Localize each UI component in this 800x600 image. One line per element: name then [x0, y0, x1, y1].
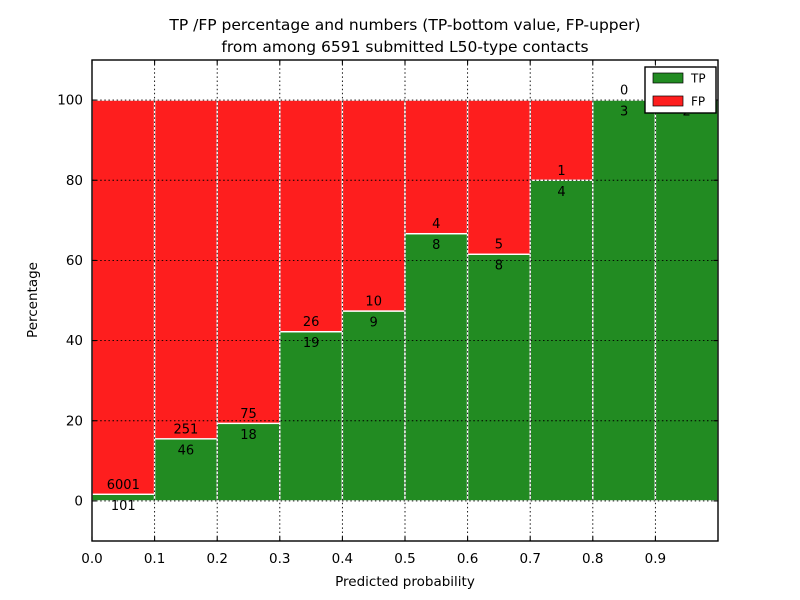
fp-count-label-0: 6001: [107, 478, 140, 493]
fp-bar-5: [404, 99, 469, 235]
tp-bar-4: [341, 310, 406, 502]
x-axis-label: Predicted probability: [335, 574, 475, 590]
x-tick-label-0.2: 0.2: [206, 551, 227, 567]
fp-count-label-4: 10: [365, 295, 382, 310]
legend-label-tp: TP: [690, 72, 706, 86]
x-tick-label-0.3: 0.3: [269, 551, 290, 567]
tp-bar-5: [404, 232, 469, 502]
tp-count-label-5: 8: [432, 238, 440, 253]
chart-title-line1: TP /FP percentage and numbers (TP-bottom…: [168, 16, 640, 34]
tp-count-label-3: 19: [303, 336, 320, 351]
y-tick-label-100: 100: [57, 93, 83, 109]
tp-count-label-7: 4: [557, 185, 565, 200]
fp-count-label-3: 26: [303, 315, 320, 330]
legend-swatch-tp: [652, 72, 684, 84]
legend-swatch-fp: [652, 95, 684, 107]
x-tick-label-0.8: 0.8: [582, 551, 603, 567]
fp-bar-0: [91, 99, 156, 495]
tp-bar-8: [592, 99, 657, 502]
y-tick-label-60: 60: [66, 253, 83, 269]
tp-bar-3: [279, 330, 344, 502]
x-tick-label-0.5: 0.5: [394, 551, 415, 567]
y-axis-label: Percentage: [25, 262, 41, 338]
y-tick-label-0: 0: [74, 493, 83, 509]
y-tick-label-20: 20: [66, 413, 83, 429]
x-tick-label-0.7: 0.7: [519, 551, 540, 567]
tp-count-label-1: 46: [178, 443, 195, 458]
chart-title-line2: from among 6591 submitted L50-type conta…: [221, 38, 588, 56]
fp-count-label-6: 5: [495, 238, 503, 253]
x-tick-label-0.0: 0.0: [81, 551, 102, 567]
legend-label-fp: FP: [691, 95, 705, 109]
fp-bar-3: [279, 99, 344, 333]
chart-content: 6001101251467518261910948581403020.00.10…: [57, 59, 719, 567]
fp-count-label-7: 1: [557, 164, 565, 179]
tp-bar-6: [466, 253, 531, 502]
tp-count-label-0: 101: [111, 499, 136, 514]
fp-bar-1: [153, 99, 218, 440]
tp-count-label-2: 18: [240, 428, 257, 443]
fp-bar-2: [216, 99, 281, 425]
x-tick-label-0.9: 0.9: [645, 551, 666, 567]
fp-count-label-1: 251: [173, 422, 198, 437]
tp-count-label-6: 8: [495, 259, 503, 274]
tp-bar-9: [654, 99, 719, 502]
y-tick-label-40: 40: [66, 333, 83, 349]
fp-bar-4: [341, 99, 406, 312]
x-tick-label-0.4: 0.4: [332, 551, 353, 567]
x-tick-label-0.6: 0.6: [457, 551, 478, 567]
fp-count-label-8: 0: [620, 84, 628, 99]
x-tick-label-0.1: 0.1: [144, 551, 165, 567]
tp-count-label-8: 3: [620, 105, 628, 120]
fp-bar-6: [466, 99, 531, 255]
tp-count-label-4: 9: [370, 316, 378, 331]
fp-count-label-5: 4: [432, 217, 440, 232]
y-tick-label-80: 80: [66, 173, 83, 189]
fp-count-label-2: 75: [240, 407, 257, 422]
